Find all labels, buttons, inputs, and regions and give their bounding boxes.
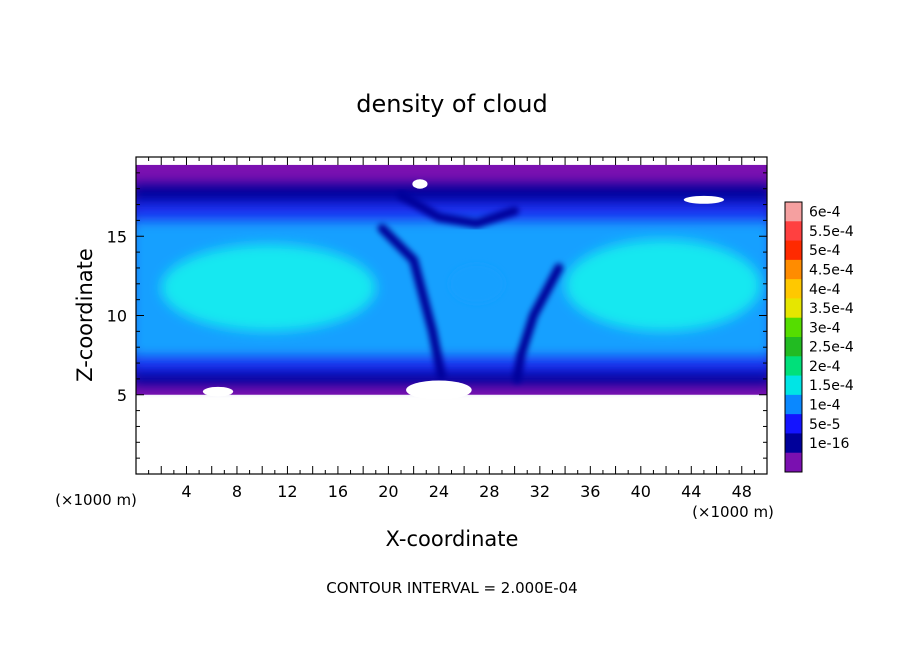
y-tick-label: 15 — [107, 227, 127, 246]
colorbar-swatch — [785, 202, 802, 222]
colorbar-swatch — [785, 414, 802, 434]
cloud-swirl — [448, 263, 505, 304]
y-tick-label: 10 — [107, 307, 127, 326]
colorbar-label: 5.5e-4 — [809, 224, 854, 240]
y-tick-labels: 5 10 15 — [107, 227, 127, 405]
x-unit-right: (×1000 m) — [692, 503, 774, 521]
y-axis-label: Z-coordinate — [73, 248, 97, 382]
downdraft-channel — [377, 223, 446, 381]
x-tick-label: 48 — [732, 482, 752, 501]
x-axis-label: X-coordinate — [386, 527, 519, 551]
x-tick-label: 12 — [277, 482, 297, 501]
x-unit-left: (×1000 m) — [55, 491, 137, 509]
colorbar-swatch — [785, 337, 802, 357]
colorbar-label: 6e-4 — [809, 205, 841, 221]
colorbar-label: 1e-16 — [809, 436, 849, 452]
x-tick-label: 24 — [429, 482, 449, 501]
x-tick-label: 28 — [479, 482, 499, 501]
x-tick-label: 16 — [328, 482, 348, 501]
cloud-core — [565, 239, 761, 332]
colorbar-frame — [784, 201, 803, 473]
colorbar-swatch — [785, 317, 802, 338]
colorbar-label: 3.5e-4 — [809, 301, 854, 317]
x-tick-label: 8 — [232, 482, 242, 501]
colorbar-label: 5e-4 — [809, 243, 841, 259]
x-tick-label: 20 — [378, 482, 398, 501]
colorbar-swatch — [785, 221, 802, 242]
plot-area — [136, 157, 767, 474]
colorbar: 6e-4 5.5e-4 5e-4 4.5e-4 4e-4 3.5e-4 3e-4 2.5e-4… — [784, 201, 854, 473]
cloud-core — [161, 244, 376, 332]
axis-ticks — [136, 157, 767, 474]
colorbar-label: 2.5e-4 — [809, 340, 854, 356]
colorbar-label: 2e-4 — [809, 359, 841, 375]
cloud-gap — [412, 179, 428, 189]
cloud-field — [136, 164, 767, 400]
downdraft-channel — [396, 190, 520, 229]
y-tick-label: 5 — [117, 386, 127, 405]
downdraft-channel — [512, 263, 564, 384]
cloud-gap — [406, 380, 472, 400]
x-tick-label: 44 — [681, 482, 701, 501]
chart-title: density of cloud — [356, 90, 547, 118]
colorbar-swatch — [785, 394, 802, 415]
x-tick-label: 40 — [631, 482, 651, 501]
colorbar-swatch — [785, 259, 802, 280]
x-tick-label: 36 — [580, 482, 600, 501]
colorbar-label: 1e-4 — [809, 398, 841, 414]
colorbar-swatch — [785, 279, 802, 299]
x-tick-label: 32 — [530, 482, 550, 501]
contour-interval-note: CONTOUR INTERVAL = 2.000E-04 — [326, 579, 577, 597]
colorbar-label: 4.5e-4 — [809, 263, 854, 279]
cloud-gap — [683, 195, 725, 204]
x-tick-labels: 4 8 12 16 20 24 28 32 36 40 44 48 — [181, 482, 752, 501]
colorbar-label: 3e-4 — [809, 320, 841, 336]
colorbar-label: 4e-4 — [809, 282, 841, 298]
colorbar-swatch — [785, 375, 802, 396]
x-tick-label: 4 — [181, 482, 191, 501]
colorbar-swatch — [785, 240, 802, 261]
cloud-gap — [202, 386, 234, 397]
colorbar-label: 1.5e-4 — [809, 378, 854, 394]
colorbar-label: 5e-5 — [809, 417, 840, 433]
colorbar-swatch — [785, 298, 802, 319]
colorbar-swatch — [785, 452, 802, 473]
colorbar-swatch — [785, 433, 802, 454]
colorbar-swatch — [785, 356, 802, 377]
